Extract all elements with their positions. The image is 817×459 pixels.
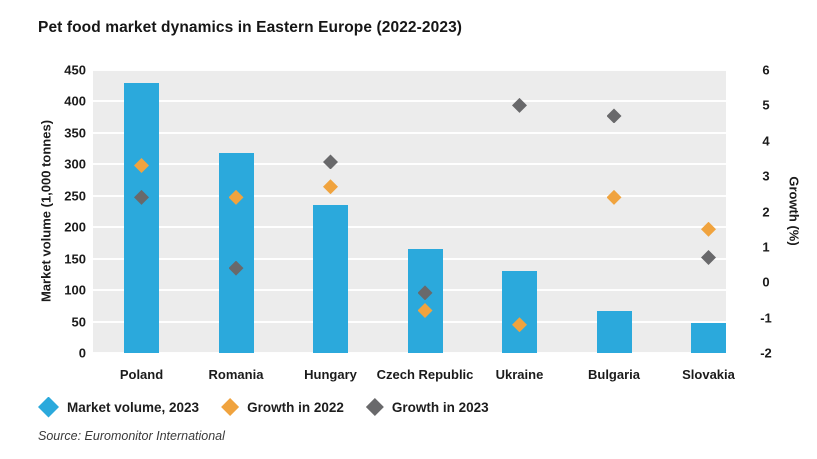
y-tick-right: -2 <box>760 345 772 361</box>
marker-growth-in-2023-poland <box>134 189 149 205</box>
marker-growth-in-2023-romania <box>228 260 244 276</box>
bar-bulgaria <box>596 310 632 353</box>
legend: Market volume, 2023 Growth in 2022 Growth … <box>38 395 489 419</box>
marker-growth-in-2022-hungary <box>323 179 338 195</box>
y-axis-left-ticks: 450 400 350 300 250 200 150 100 50 0 <box>22 63 86 361</box>
gridline <box>93 163 726 166</box>
x-label-czech-republic: Czech Republic <box>376 367 474 382</box>
marker-growth-in-2022-czech-republic <box>417 303 433 319</box>
y-tick-left: 400 <box>64 93 86 109</box>
marker-growth-in-2022-slovakia <box>701 221 716 237</box>
diamond-icon <box>221 398 240 416</box>
bar-slovakia <box>691 323 726 353</box>
marker-growth-in-2023-ukraine <box>511 97 527 113</box>
y-tick-left: 350 <box>64 125 86 141</box>
y-tick-left: 50 <box>71 314 86 330</box>
y-tick-left: 100 <box>64 282 86 298</box>
diamond-icon <box>365 398 384 416</box>
marker-growth-in-2023-czech-republic <box>417 285 433 301</box>
bar-ukraine <box>501 271 537 353</box>
x-label-ukraine: Ukraine <box>495 367 544 382</box>
chart-title: Pet food market dynamics in Eastern Euro… <box>38 19 463 36</box>
y-tick-left: 450 <box>64 62 86 78</box>
gridline <box>93 226 726 229</box>
y-tick-right: 5 <box>762 97 770 113</box>
y-tick-left: 0 <box>78 345 86 361</box>
gridline <box>93 131 726 134</box>
y-tick-right: 2 <box>762 204 770 219</box>
source-note: Source: Euromonitor International <box>38 429 225 443</box>
marker-growth-in-2022-bulgaria <box>606 189 622 205</box>
gridline <box>93 69 726 71</box>
legend-item-growth-in-2023: Growth in 2023 <box>365 398 489 416</box>
y-tick-left: 150 <box>64 251 86 267</box>
marker-growth-in-2022-romania <box>228 189 244 205</box>
x-label-hungary: Hungary <box>304 367 357 382</box>
x-axis-labels: Poland Romania Hungary Czech Republic Ukrain… <box>93 367 735 385</box>
y-tick-right: 6 <box>762 62 770 78</box>
x-label-bulgaria: Bulgaria <box>587 367 641 382</box>
legend-item-label: Market volume, 2023 <box>67 399 200 415</box>
bar-czech-republic <box>407 248 443 353</box>
y-tick-right: 4 <box>762 133 770 149</box>
bar-poland <box>124 82 159 353</box>
x-label-romania: Romania <box>208 367 264 382</box>
legend-item-market-volume-2023: Market volume, 2023 <box>38 396 200 418</box>
bar-hungary <box>313 205 348 353</box>
y-tick-right: 3 <box>762 168 770 184</box>
y-tick-left: 300 <box>64 156 86 172</box>
gridline <box>93 100 726 103</box>
x-label-poland: Poland <box>119 367 164 382</box>
y-tick-left: 250 <box>64 188 86 204</box>
gridline <box>93 352 726 354</box>
y-tick-right: 1 <box>762 239 770 255</box>
marker-growth-in-2022-poland <box>134 158 149 173</box>
bar-romania <box>218 153 254 353</box>
gridline <box>93 194 726 197</box>
legend-item-growth-in-2022: Growth in 2022 <box>221 398 344 416</box>
y-tick-right: -1 <box>760 310 772 326</box>
marker-growth-in-2022-ukraine <box>511 317 527 333</box>
y-tick-left: 200 <box>64 219 86 235</box>
diamond-icon <box>38 396 59 418</box>
x-label-slovakia: Slovakia <box>682 367 735 382</box>
y-tick-right: 0 <box>762 274 770 290</box>
legend-item-label: Growth in 2023 <box>391 399 489 415</box>
y-axis-right-ticks: 6 5 4 3 2 1 0 -1 -2 <box>741 63 791 361</box>
marker-growth-in-2023-hungary <box>323 154 338 170</box>
legend-item-label: Growth in 2022 <box>247 399 344 415</box>
marker-growth-in-2023-bulgaria <box>606 108 622 124</box>
marker-growth-in-2023-slovakia <box>701 249 716 265</box>
plot-area <box>93 69 726 354</box>
